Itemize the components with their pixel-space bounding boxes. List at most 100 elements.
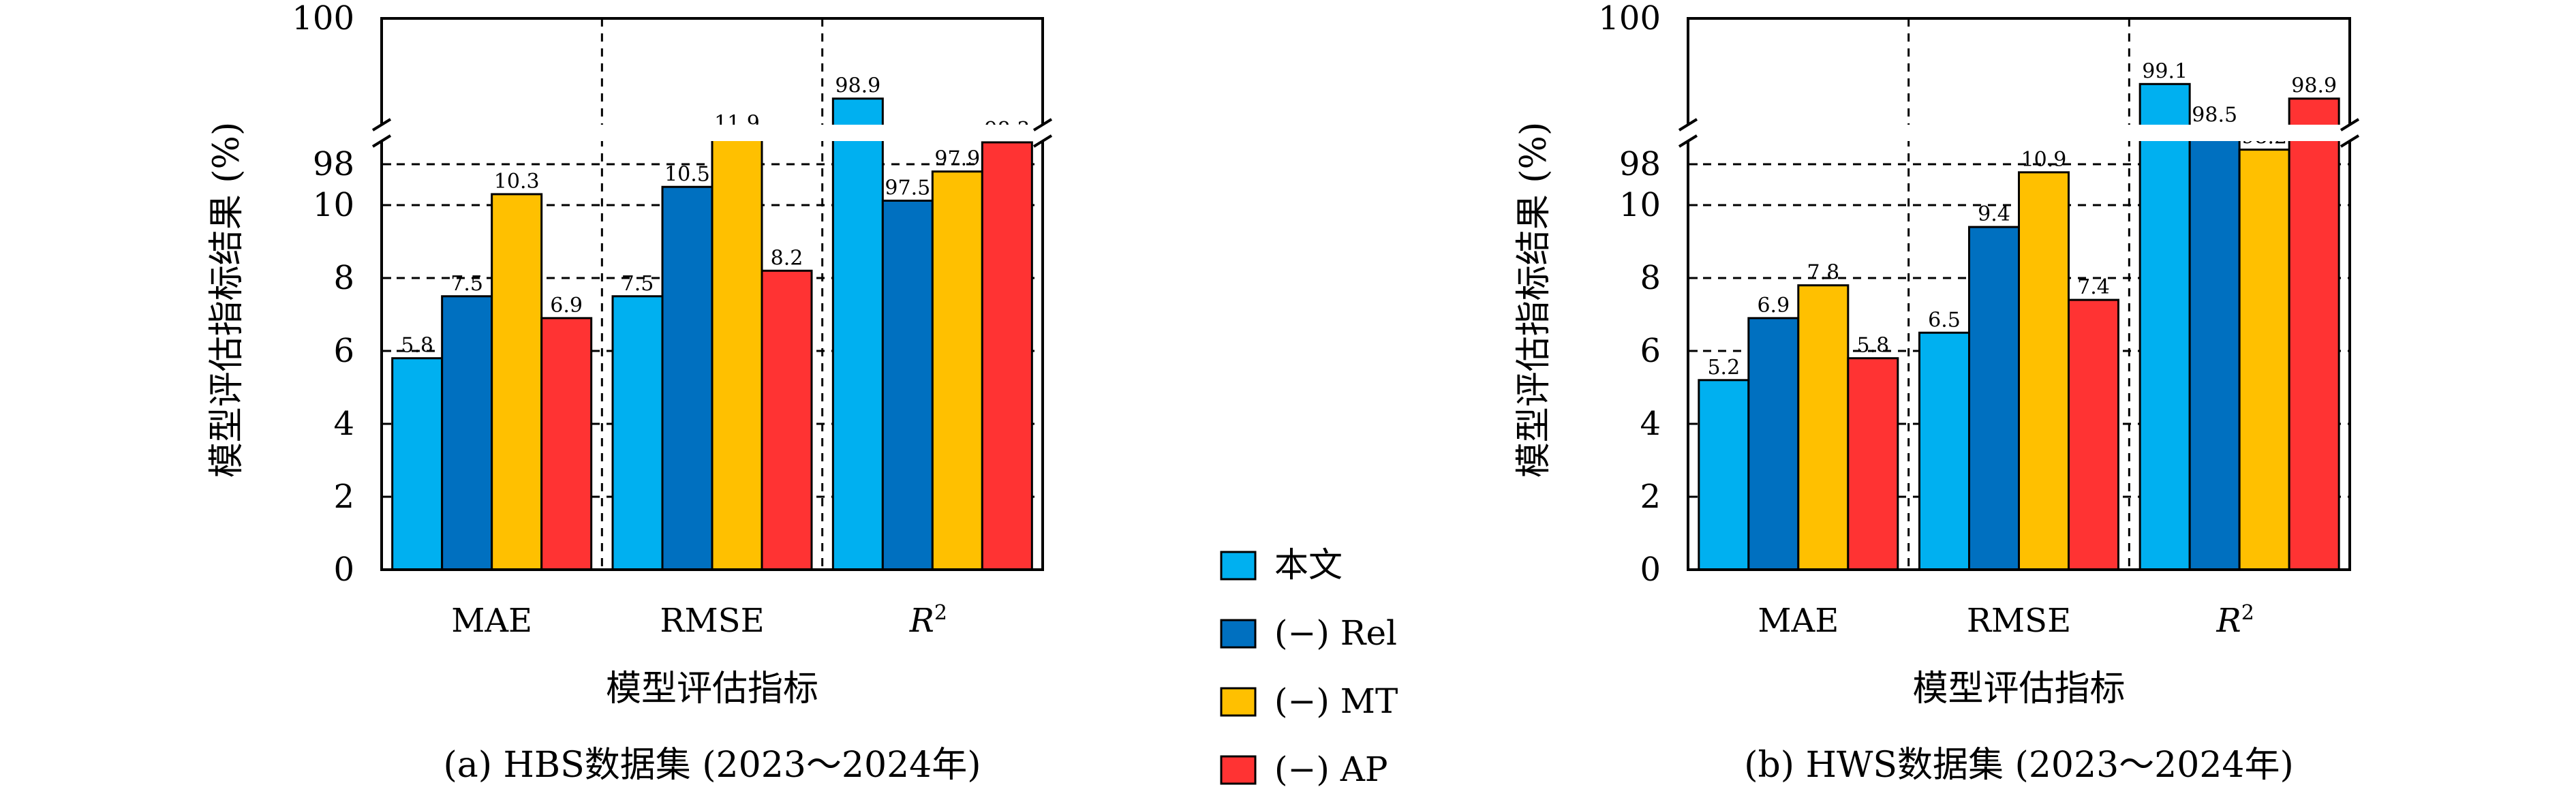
y-tick-label: 10: [313, 186, 354, 224]
chart-panel-b: 5.26.97.85.86.59.410.97.499.198.598.298.…: [1514, 0, 2360, 786]
legend-swatch: [1220, 755, 1257, 785]
y-tick-label: 8: [1640, 259, 1661, 297]
data-label: 7.4: [2077, 275, 2110, 299]
bar-rmse-series-4: [2068, 298, 2119, 571]
y-tick-label: 98: [313, 145, 354, 183]
data-label: 6.5: [1928, 308, 1961, 332]
y-tick-label: 2: [1640, 478, 1661, 516]
data-label: 97.9: [934, 147, 980, 171]
bar-mae-series-2: [1747, 317, 1800, 571]
data-label: 10.5: [664, 162, 710, 186]
y-tick-label: 100: [292, 0, 354, 37]
panel-caption: (b) HWS数据集 (2023～2024年): [1744, 745, 2294, 786]
bar-rmse-series-3: [2018, 171, 2070, 571]
data-label: 98.5: [2192, 104, 2237, 127]
axis-break-mark: [2340, 134, 2360, 148]
y-tick-label: 0: [333, 551, 354, 589]
y-tick-label: 6: [1640, 332, 1661, 370]
legend-swatch: [1220, 551, 1257, 581]
data-label: 8.2: [771, 246, 803, 270]
x-tick-label: RMSE: [660, 602, 764, 640]
x-tick-label: RMSE: [1967, 602, 2071, 640]
legend-label: (−) AP: [1274, 750, 1388, 789]
axis-break-gap-right: [1039, 125, 1047, 141]
bar-r2-series-3: [931, 170, 983, 571]
axis-break-gap-right: [2346, 125, 2354, 141]
bar-r2-series-3: [2238, 149, 2290, 571]
bar-mae-series-3: [491, 193, 543, 571]
legend-label: 本文: [1274, 545, 1343, 585]
data-label: 97.5: [885, 176, 930, 200]
bar-rmse-series-1: [1918, 331, 1970, 571]
data-label: 10.3: [494, 170, 540, 194]
bar-r2-series-1: [831, 97, 884, 571]
axis-break-mark: [371, 134, 392, 148]
axis-break-mark: [2340, 118, 2360, 132]
x-axis-label: 模型评估指标: [1912, 668, 2125, 709]
axis-break-mark: [1032, 134, 1053, 148]
axis-break-band: [1681, 125, 2357, 141]
panel-caption: (a) HBS数据集 (2023～2024年): [443, 745, 981, 786]
data-label: 98.9: [2291, 74, 2337, 98]
legend-label: (−) MT: [1274, 681, 1398, 721]
data-label: 5.8: [401, 334, 433, 358]
data-label: 7.8: [1807, 261, 1839, 285]
bar-mae-series-4: [1847, 357, 1899, 571]
bar-rmse-series-1: [611, 295, 664, 571]
plot-frame: [1687, 17, 2351, 571]
bar-rmse-series-4: [761, 269, 813, 571]
bar-rmse-series-2: [1968, 226, 2020, 571]
y-axis-label: 模型评估指标结果 (%): [1514, 122, 1554, 478]
y-tick-label: 98: [1619, 145, 1661, 183]
y-tick-label: 4: [333, 405, 354, 443]
data-label: 98.9: [835, 74, 880, 98]
x-axis-label: 模型评估指标: [606, 668, 818, 709]
axis-break-mark: [1032, 118, 1053, 132]
x-tick-label: MAE: [451, 602, 532, 640]
bar-r2-series-1: [2138, 82, 2191, 571]
axis-break-mark: [371, 118, 392, 132]
axis-break-band: [375, 125, 1049, 141]
y-tick-label: 100: [1598, 0, 1661, 37]
bar-rmse-series-3: [711, 134, 763, 571]
bar-mae-series-1: [1698, 379, 1750, 571]
bar-mae-series-4: [540, 317, 593, 571]
bar-r2-series-2: [881, 200, 934, 571]
data-label: 5.2: [1707, 356, 1740, 380]
axis-break-gap-left: [378, 125, 386, 141]
data-label: 7.5: [622, 272, 654, 296]
bar-rmse-series-2: [661, 185, 714, 571]
bar-mae-series-3: [1797, 284, 1850, 571]
axis-break-mark: [1678, 118, 1698, 132]
data-label: 6.9: [1757, 294, 1790, 318]
bar-r2-series-4: [2288, 97, 2340, 571]
legend-swatch: [1220, 619, 1257, 649]
legend-swatch: [1220, 687, 1257, 717]
y-tick-label: 8: [333, 259, 354, 297]
y-axis-label: 模型评估指标结果 (%): [206, 122, 247, 478]
bar-r2-series-4: [981, 141, 1033, 571]
data-label: 7.5: [450, 272, 483, 296]
data-label: 5.8: [1856, 334, 1889, 358]
chart-panel-a: 5.87.510.36.97.510.511.98.298.997.597.99…: [206, 0, 1053, 786]
data-label: 99.1: [2142, 59, 2188, 83]
legend-label: (−) Rel: [1274, 613, 1397, 653]
data-label: 9.4: [1978, 202, 2010, 226]
data-label: 6.9: [550, 294, 583, 318]
y-tick-label: 2: [333, 478, 354, 516]
y-tick-label: 10: [1619, 186, 1661, 224]
bar-mae-series-2: [441, 295, 493, 571]
axis-break-gap-left: [1684, 125, 1692, 141]
y-tick-label: 4: [1640, 405, 1661, 443]
axis-break-mark: [1678, 134, 1698, 148]
y-tick-label: 0: [1640, 551, 1661, 589]
bar-r2-series-2: [2188, 127, 2241, 571]
x-tick-label-r2: R2: [909, 601, 947, 640]
plot-frame: [380, 17, 1044, 571]
x-tick-label: MAE: [1758, 602, 1839, 640]
bar-mae-series-1: [391, 357, 444, 571]
legend: 本文 (−) Rel (−) MT (−) AP: [1220, 545, 1398, 789]
x-tick-label-r2: R2: [2216, 601, 2254, 640]
